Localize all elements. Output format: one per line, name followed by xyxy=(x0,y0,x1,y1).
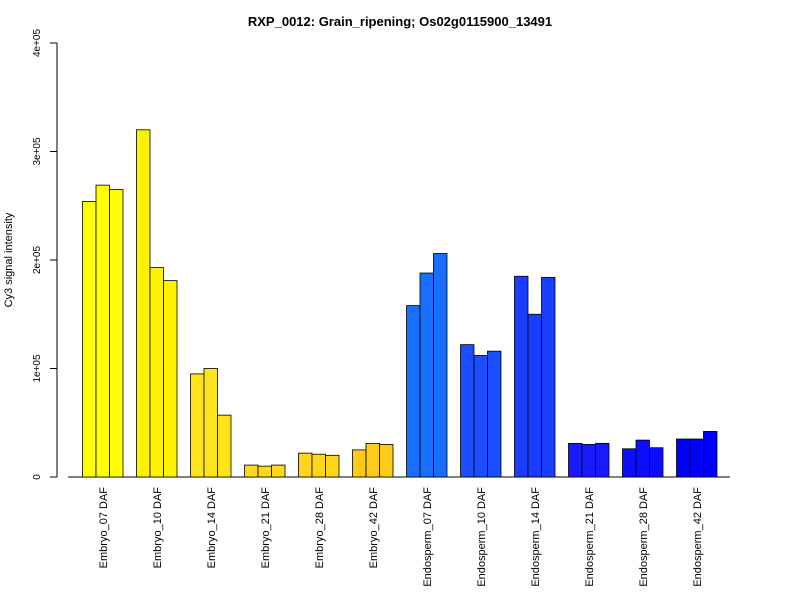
bar xyxy=(109,189,124,478)
bar xyxy=(527,313,542,478)
x-category-label: Embryo_21 DAF xyxy=(260,487,272,569)
y-axis-label: Cy3 signal intensity xyxy=(3,212,15,307)
bar xyxy=(149,267,164,478)
y-axis-ticks: 0 1e+05 2e+05 3e+05 4e+05 xyxy=(32,29,57,480)
bar xyxy=(473,355,488,478)
bar xyxy=(541,276,556,478)
bar xyxy=(487,350,502,478)
bar xyxy=(217,414,232,478)
x-category-label: Embryo_10 DAF xyxy=(152,487,164,569)
bar xyxy=(203,368,218,478)
x-category-label: Endosperm_28 DAF xyxy=(638,487,650,587)
chart-title: RXP_0012: Grain_ripening; Os02g0115900_1… xyxy=(248,14,552,29)
bar xyxy=(649,447,664,478)
y-tick-label: 0 xyxy=(32,474,43,480)
x-category-label: Endosperm_21 DAF xyxy=(584,487,596,587)
bar xyxy=(406,305,421,478)
bar xyxy=(433,253,448,478)
x-category-label: Embryo_14 DAF xyxy=(206,487,218,569)
bar xyxy=(325,454,340,478)
bars-group xyxy=(82,129,718,478)
bar xyxy=(676,438,691,478)
bar xyxy=(352,449,367,478)
bar xyxy=(365,442,380,478)
bar xyxy=(514,275,529,478)
bar xyxy=(298,452,313,478)
y-tick-label: 1e+05 xyxy=(32,354,43,383)
x-axis-labels: Embryo_07 DAF Embryo_10 DAF Embryo_14 DAF E… xyxy=(98,487,704,587)
bar xyxy=(568,442,583,478)
bar xyxy=(271,464,286,478)
bar xyxy=(95,184,110,478)
x-category-label: Endosperm_42 DAF xyxy=(692,487,704,587)
x-category-label: Endosperm_14 DAF xyxy=(530,487,542,587)
x-category-label: Embryo_28 DAF xyxy=(314,487,326,569)
bar xyxy=(703,431,718,478)
x-category-label: Embryo_07 DAF xyxy=(98,487,110,569)
y-tick-label: 3e+05 xyxy=(32,137,43,166)
bar xyxy=(460,344,475,478)
bar xyxy=(82,201,97,478)
bar xyxy=(311,453,326,478)
x-category-label: Endosperm_07 DAF xyxy=(422,487,434,587)
y-tick-label: 2e+05 xyxy=(32,246,43,275)
x-category-label: Embryo_42 DAF xyxy=(368,487,380,569)
bar xyxy=(595,442,610,478)
bar xyxy=(163,280,178,478)
bar xyxy=(136,129,151,478)
bar xyxy=(689,438,704,478)
bar xyxy=(635,439,650,478)
bar xyxy=(379,444,394,478)
bar xyxy=(244,464,259,478)
bar xyxy=(190,373,205,478)
y-tick-label: 4e+05 xyxy=(32,29,43,58)
bar xyxy=(581,444,596,478)
bar xyxy=(257,465,272,478)
x-category-label: Endosperm_10 DAF xyxy=(476,487,488,587)
bar xyxy=(419,272,434,478)
bar xyxy=(622,448,637,478)
